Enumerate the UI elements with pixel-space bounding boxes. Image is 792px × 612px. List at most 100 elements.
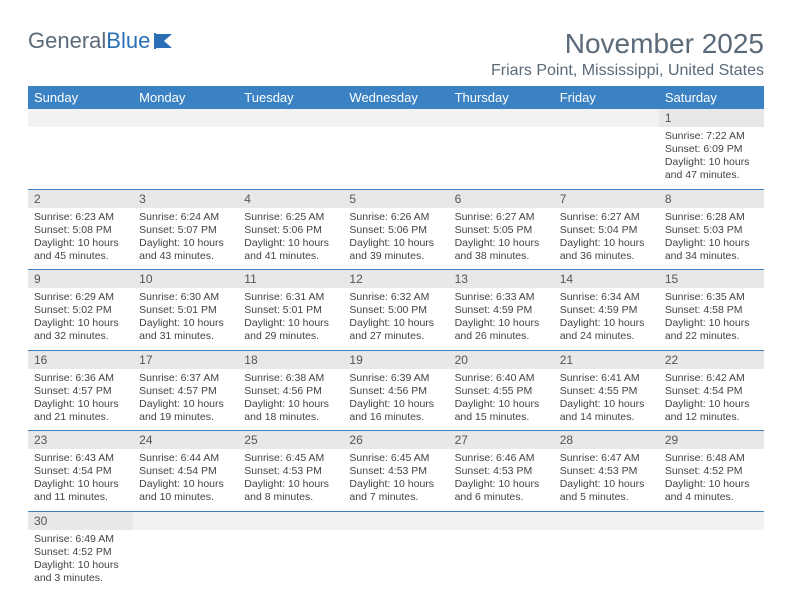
sunset-text: Sunset: 5:06 PM xyxy=(349,224,442,237)
daylight-line1: Daylight: 10 hours xyxy=(455,398,548,411)
daylight-line2: and 15 minutes. xyxy=(455,411,548,424)
daylight-line1: Daylight: 10 hours xyxy=(139,237,232,250)
daylight-line2: and 21 minutes. xyxy=(34,411,127,424)
day-body: Sunrise: 6:43 AMSunset: 4:54 PMDaylight:… xyxy=(28,449,133,511)
sunrise-text: Sunrise: 6:29 AM xyxy=(34,291,127,304)
daylight-line2: and 12 minutes. xyxy=(665,411,758,424)
day-body: Sunrise: 6:48 AMSunset: 4:52 PMDaylight:… xyxy=(659,449,764,511)
sunset-text: Sunset: 5:06 PM xyxy=(244,224,337,237)
day-number: 27 xyxy=(449,431,554,449)
sunrise-text: Sunrise: 6:46 AM xyxy=(455,452,548,465)
daylight-line1: Daylight: 10 hours xyxy=(349,478,442,491)
daylight-line2: and 27 minutes. xyxy=(349,330,442,343)
brand-part1: General xyxy=(28,28,106,54)
calendar-day-cell: 4Sunrise: 6:25 AMSunset: 5:06 PMDaylight… xyxy=(238,189,343,270)
day-body: Sunrise: 6:44 AMSunset: 4:54 PMDaylight:… xyxy=(133,449,238,511)
daylight-line2: and 22 minutes. xyxy=(665,330,758,343)
day-number: 22 xyxy=(659,351,764,369)
sunrise-text: Sunrise: 6:27 AM xyxy=(560,211,653,224)
day-body: Sunrise: 6:46 AMSunset: 4:53 PMDaylight:… xyxy=(449,449,554,511)
calendar-day-cell xyxy=(554,511,659,591)
day-number: 24 xyxy=(133,431,238,449)
daynum-bar-empty xyxy=(238,109,343,127)
day-body: Sunrise: 6:40 AMSunset: 4:55 PMDaylight:… xyxy=(449,369,554,431)
calendar-day-cell xyxy=(238,511,343,591)
calendar-day-cell xyxy=(133,109,238,189)
daylight-line2: and 24 minutes. xyxy=(560,330,653,343)
day-number: 17 xyxy=(133,351,238,369)
calendar-day-cell: 29Sunrise: 6:48 AMSunset: 4:52 PMDayligh… xyxy=(659,431,764,512)
weekday-header: Monday xyxy=(133,86,238,109)
calendar-day-cell: 22Sunrise: 6:42 AMSunset: 4:54 PMDayligh… xyxy=(659,350,764,431)
sunrise-text: Sunrise: 6:44 AM xyxy=(139,452,232,465)
sunrise-text: Sunrise: 6:25 AM xyxy=(244,211,337,224)
daylight-line2: and 45 minutes. xyxy=(34,250,127,263)
daylight-line2: and 34 minutes. xyxy=(665,250,758,263)
daylight-line1: Daylight: 10 hours xyxy=(139,398,232,411)
daylight-line2: and 18 minutes. xyxy=(244,411,337,424)
day-body: Sunrise: 6:49 AMSunset: 4:52 PMDaylight:… xyxy=(28,530,133,592)
calendar-day-cell: 7Sunrise: 6:27 AMSunset: 5:04 PMDaylight… xyxy=(554,189,659,270)
sunrise-text: Sunrise: 6:32 AM xyxy=(349,291,442,304)
calendar-week-row: 9Sunrise: 6:29 AMSunset: 5:02 PMDaylight… xyxy=(28,270,764,351)
daylight-line2: and 7 minutes. xyxy=(349,491,442,504)
day-number: 6 xyxy=(449,190,554,208)
calendar-day-cell: 5Sunrise: 6:26 AMSunset: 5:06 PMDaylight… xyxy=(343,189,448,270)
calendar-week-row: 16Sunrise: 6:36 AMSunset: 4:57 PMDayligh… xyxy=(28,350,764,431)
calendar-day-cell: 17Sunrise: 6:37 AMSunset: 4:57 PMDayligh… xyxy=(133,350,238,431)
sunrise-text: Sunrise: 6:30 AM xyxy=(139,291,232,304)
daylight-line2: and 36 minutes. xyxy=(560,250,653,263)
sunrise-text: Sunrise: 6:38 AM xyxy=(244,372,337,385)
daylight-line1: Daylight: 10 hours xyxy=(34,478,127,491)
day-number: 13 xyxy=(449,270,554,288)
day-body: Sunrise: 6:27 AMSunset: 5:04 PMDaylight:… xyxy=(554,208,659,270)
daynum-bar-empty xyxy=(554,512,659,530)
calendar-day-cell: 19Sunrise: 6:39 AMSunset: 4:56 PMDayligh… xyxy=(343,350,448,431)
calendar-day-cell: 3Sunrise: 6:24 AMSunset: 5:07 PMDaylight… xyxy=(133,189,238,270)
calendar-day-cell: 20Sunrise: 6:40 AMSunset: 4:55 PMDayligh… xyxy=(449,350,554,431)
daylight-line2: and 31 minutes. xyxy=(139,330,232,343)
day-body: Sunrise: 6:35 AMSunset: 4:58 PMDaylight:… xyxy=(659,288,764,350)
sunset-text: Sunset: 4:54 PM xyxy=(139,465,232,478)
daylight-line2: and 26 minutes. xyxy=(455,330,548,343)
weekday-header: Tuesday xyxy=(238,86,343,109)
calendar-day-cell xyxy=(449,109,554,189)
day-number: 20 xyxy=(449,351,554,369)
day-number: 25 xyxy=(238,431,343,449)
daynum-bar-empty xyxy=(343,512,448,530)
day-number: 14 xyxy=(554,270,659,288)
daynum-bar-empty xyxy=(554,109,659,127)
day-number: 28 xyxy=(554,431,659,449)
daylight-line2: and 47 minutes. xyxy=(665,169,758,182)
sunrise-text: Sunrise: 6:28 AM xyxy=(665,211,758,224)
sunrise-text: Sunrise: 6:48 AM xyxy=(665,452,758,465)
daylight-line1: Daylight: 10 hours xyxy=(349,317,442,330)
daynum-bar-empty xyxy=(238,512,343,530)
sunrise-text: Sunrise: 6:35 AM xyxy=(665,291,758,304)
daylight-line1: Daylight: 10 hours xyxy=(349,398,442,411)
day-body: Sunrise: 6:37 AMSunset: 4:57 PMDaylight:… xyxy=(133,369,238,431)
day-number: 8 xyxy=(659,190,764,208)
daylight-line1: Daylight: 10 hours xyxy=(560,398,653,411)
sunset-text: Sunset: 4:59 PM xyxy=(455,304,548,317)
daylight-line1: Daylight: 10 hours xyxy=(455,237,548,250)
calendar-day-cell: 15Sunrise: 6:35 AMSunset: 4:58 PMDayligh… xyxy=(659,270,764,351)
sunset-text: Sunset: 4:55 PM xyxy=(455,385,548,398)
weekday-header: Saturday xyxy=(659,86,764,109)
sunset-text: Sunset: 4:56 PM xyxy=(244,385,337,398)
sunset-text: Sunset: 4:52 PM xyxy=(665,465,758,478)
sunset-text: Sunset: 5:01 PM xyxy=(244,304,337,317)
day-number: 2 xyxy=(28,190,133,208)
sunset-text: Sunset: 4:53 PM xyxy=(455,465,548,478)
daybody-empty xyxy=(554,530,659,586)
sunrise-text: Sunrise: 6:23 AM xyxy=(34,211,127,224)
daylight-line2: and 14 minutes. xyxy=(560,411,653,424)
calendar-day-cell xyxy=(343,511,448,591)
day-body: Sunrise: 6:27 AMSunset: 5:05 PMDaylight:… xyxy=(449,208,554,270)
calendar-day-cell: 30Sunrise: 6:49 AMSunset: 4:52 PMDayligh… xyxy=(28,511,133,591)
sunset-text: Sunset: 4:54 PM xyxy=(34,465,127,478)
day-number: 9 xyxy=(28,270,133,288)
calendar-day-cell: 25Sunrise: 6:45 AMSunset: 4:53 PMDayligh… xyxy=(238,431,343,512)
sunrise-text: Sunrise: 6:49 AM xyxy=(34,533,127,546)
daylight-line1: Daylight: 10 hours xyxy=(34,317,127,330)
